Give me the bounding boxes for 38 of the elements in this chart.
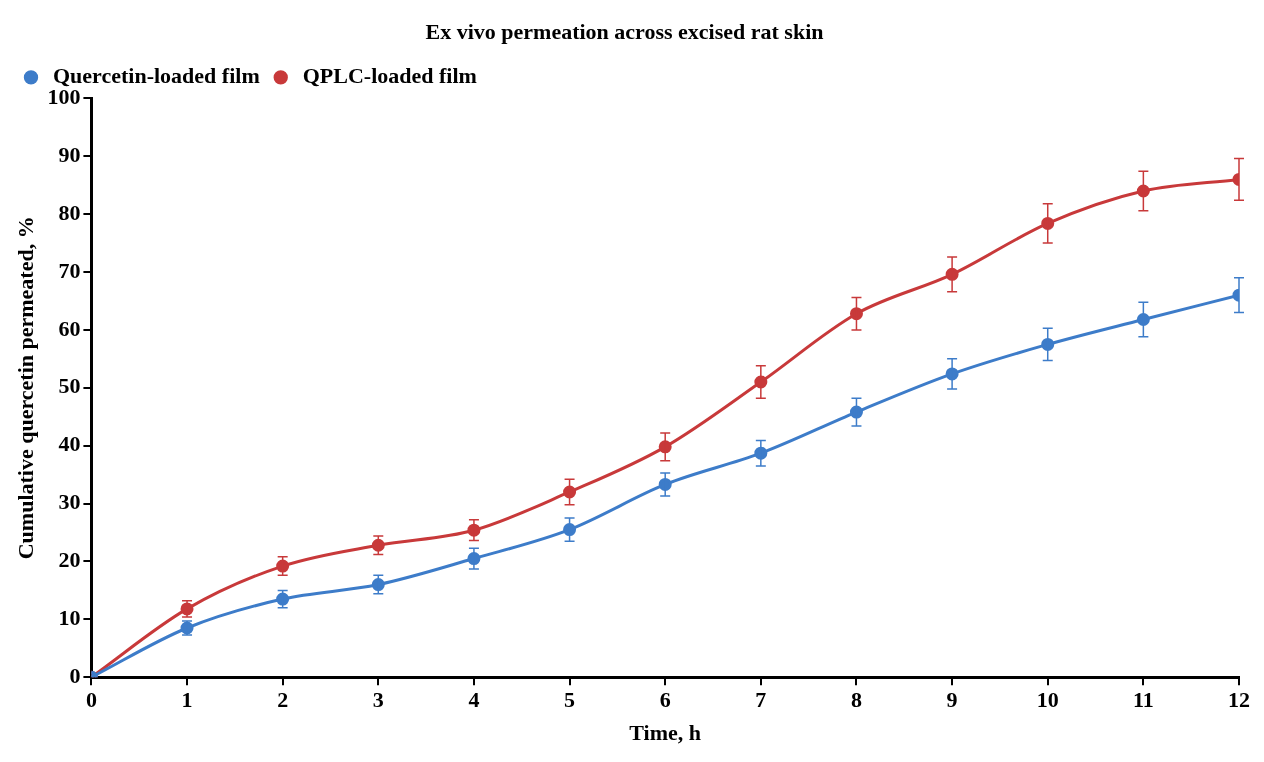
x-tick-label: 12	[1228, 687, 1250, 713]
point	[1136, 184, 1150, 198]
y-tick-label: 60	[58, 315, 81, 341]
x-tick-label: 1	[181, 687, 193, 713]
x-tick-label: 0	[85, 687, 97, 713]
point	[849, 307, 863, 321]
point	[371, 578, 385, 592]
y-tick-label: 70	[58, 257, 81, 283]
x-tick-label: 9	[946, 687, 958, 713]
x-tick-label: 8	[850, 687, 862, 713]
x-tick-label: 7	[755, 687, 767, 713]
y-axis-title: Cumulative quercetin permeated, %	[12, 216, 38, 560]
x-tick-label: 3	[372, 687, 384, 713]
y-tick-label: 80	[58, 199, 81, 225]
point	[563, 485, 577, 499]
point	[276, 559, 290, 573]
x-tick-label: 2	[277, 687, 289, 713]
point	[1041, 337, 1055, 351]
point	[1041, 216, 1055, 230]
point	[563, 523, 577, 537]
chart-title: Ex vivo permeation across excised rat skin	[425, 18, 824, 44]
point	[849, 405, 863, 419]
x-axis-title: Time, h	[629, 720, 702, 746]
x-tick-label: 5	[564, 687, 576, 713]
y-tick-label: 10	[58, 605, 81, 631]
x-tick-label: 10	[1036, 687, 1059, 713]
point	[371, 538, 385, 552]
y-tick-label: 30	[58, 489, 81, 515]
point	[1136, 313, 1150, 326]
x-tick-label: 6	[659, 687, 671, 713]
y-tick-label: 50	[58, 373, 81, 399]
y-tick-label: 90	[58, 141, 81, 167]
x-tick-label: 4	[468, 687, 480, 713]
y-tick-label: 20	[58, 547, 81, 573]
x-tick-label: 11	[1132, 687, 1154, 713]
y-tick-label: 0	[69, 662, 81, 688]
y-tick-label: 40	[58, 431, 81, 457]
legend-label: QPLC-loaded film	[302, 63, 477, 89]
